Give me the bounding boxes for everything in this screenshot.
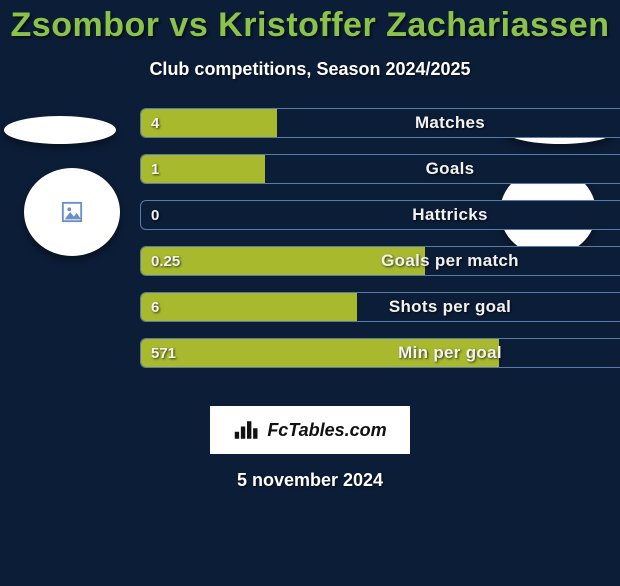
comparison-stage: 4Matches14 1Goals4 0Hattricks0 0.25Goals pe…: [0, 108, 620, 388]
date-label: 5 november 2024: [0, 470, 620, 491]
stat-row: 4Matches14: [140, 108, 620, 138]
image-placeholder-icon: [61, 201, 83, 223]
stat-row: 0Hattricks0: [140, 200, 620, 230]
attribution-logo: FcTables.com: [210, 406, 410, 454]
stats-bars: 4Matches14 1Goals4 0Hattricks0 0.25Goals pe…: [140, 108, 620, 388]
stat-left-fill: [141, 109, 277, 137]
stat-row: 6Shots per goal11: [140, 292, 620, 322]
page-subtitle: Club competitions, Season 2024/2025: [0, 59, 620, 80]
stat-left-fill: [141, 247, 425, 275]
stat-row: 0.25Goals per match0.29: [140, 246, 620, 276]
stat-left-value: 0: [141, 201, 169, 229]
stat-label: Hattricks: [141, 201, 620, 229]
stat-row: 571Min per goal406: [140, 338, 620, 368]
bars-icon: [233, 419, 261, 441]
left-player-disc: [24, 168, 120, 256]
stat-left-fill: [141, 339, 499, 367]
stat-left-fill: [141, 155, 265, 183]
page-title: Zsombor vs Kristoffer Zachariassen: [0, 6, 620, 45]
stat-row: 1Goals4: [140, 154, 620, 184]
stat-left-fill: [141, 293, 357, 321]
left-ellipse-decor: [4, 116, 116, 144]
attribution-text: FcTables.com: [267, 420, 386, 441]
